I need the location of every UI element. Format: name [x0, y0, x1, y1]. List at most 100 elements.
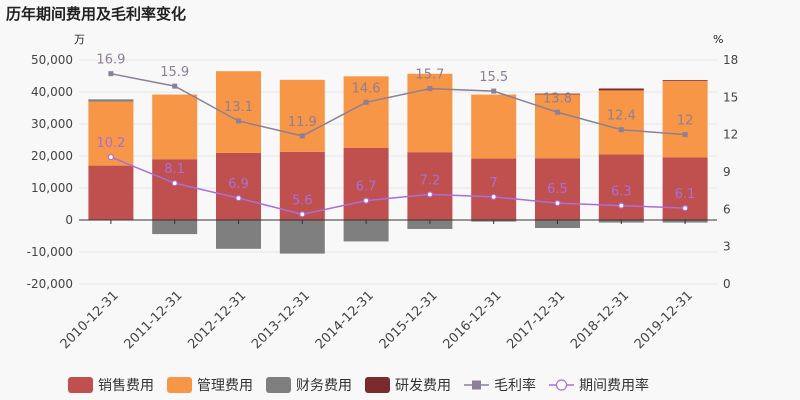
- y-left-tick-label: 20,000: [31, 149, 73, 163]
- y-right-unit: %: [713, 33, 723, 46]
- y-right-tick-label: 6: [723, 202, 731, 216]
- bar-segment: [279, 220, 325, 254]
- data-label: 13.1: [224, 100, 253, 115]
- data-label: 10.2: [96, 136, 125, 151]
- series-line: [110, 72, 686, 137]
- data-point: [171, 180, 178, 187]
- legend-label: 管理费用: [197, 378, 253, 394]
- data-point: [236, 118, 241, 124]
- bar-segment: [471, 158, 517, 220]
- data-point: [618, 127, 624, 133]
- y-left-tick-label: -10,000: [27, 245, 73, 259]
- x-tick-label: 2018-12-31: [568, 288, 632, 352]
- bar-segment: [216, 220, 261, 249]
- series-line: [110, 156, 686, 216]
- data-point: [172, 83, 178, 89]
- legend-marker: [555, 379, 568, 391]
- legend-label: 研发费用: [395, 378, 451, 394]
- bar-segment: [152, 94, 198, 160]
- data-label: 7.2: [420, 173, 441, 188]
- bar-segment: [216, 152, 261, 220]
- legend-item[interactable]: 管理费用: [167, 377, 253, 394]
- legend-swatch: [365, 377, 390, 393]
- legend-label: 毛利率: [494, 377, 536, 394]
- data-point: [108, 71, 114, 77]
- data-label: 6.7: [356, 180, 377, 195]
- data-label: 6.3: [611, 185, 632, 200]
- legend-item[interactable]: 财务费用: [266, 377, 352, 394]
- x-tick-label: 2016-12-31: [440, 288, 504, 352]
- bar-segment: [662, 80, 708, 81]
- data-point: [682, 132, 688, 138]
- bar-segment: [407, 73, 453, 153]
- data-label: 5.6: [292, 193, 313, 208]
- data-point: [363, 197, 370, 204]
- data-point: [299, 133, 305, 139]
- y-right-tick-label: 9: [723, 165, 731, 179]
- data-label: 16.9: [96, 53, 125, 68]
- data-label: 13.8: [543, 91, 572, 106]
- x-tick-label: 2011-12-31: [121, 288, 185, 352]
- y-left-unit: 万: [74, 33, 85, 46]
- bar-segment: [279, 79, 325, 152]
- bar-segment: [598, 88, 644, 91]
- data-point: [555, 109, 560, 115]
- legend-item[interactable]: 研发费用: [365, 377, 451, 394]
- y-left-tick-label: -20,000: [27, 277, 73, 291]
- bar-segment: [343, 76, 389, 148]
- y-right-tick-label: 0: [723, 277, 731, 291]
- data-label: 12.4: [607, 109, 636, 124]
- x-tick-label: 2017-12-31: [504, 288, 568, 352]
- data-point: [426, 191, 433, 198]
- chart-title: 历年期间费用及毛利率变化: [6, 5, 186, 23]
- bar-segment: [152, 159, 198, 220]
- bar-segment: [152, 220, 198, 235]
- legend-item[interactable]: 毛利率: [464, 377, 536, 394]
- x-tick-label: 2012-12-31: [185, 288, 249, 352]
- legend-swatch: [266, 377, 291, 393]
- bar-segment: [343, 220, 389, 242]
- bar-segment: [279, 151, 325, 220]
- legend-marker: [472, 380, 481, 390]
- legend-label: 销售费用: [98, 378, 154, 394]
- data-point: [618, 202, 625, 209]
- bar-segment: [598, 154, 644, 220]
- y-right-tick-label: 18: [723, 53, 738, 67]
- data-point: [427, 86, 433, 92]
- legend-swatch: [68, 377, 93, 393]
- data-point: [490, 193, 497, 200]
- data-label: 7: [490, 176, 498, 191]
- bar-segment: [407, 220, 453, 229]
- legend-item[interactable]: 期间费用率: [549, 377, 649, 394]
- y-right-tick-label: 12: [723, 128, 738, 142]
- x-tick-label: 2015-12-31: [377, 288, 441, 352]
- label-layer: 16.9 15.9 13.1 11.9 14.6 15.7 15.5 13.8 12.4 12 10…: [96, 53, 695, 209]
- data-point: [681, 204, 689, 212]
- bar-segment: [343, 148, 389, 220]
- y-left-tick-label: 30,000: [31, 117, 73, 131]
- data-point: [299, 211, 306, 218]
- data-point: [363, 99, 369, 105]
- x-tick-label: 2013-12-31: [249, 288, 313, 352]
- bar-segment: [88, 165, 134, 220]
- legend-swatch: [167, 377, 192, 393]
- legend-item[interactable]: 销售费用: [68, 377, 154, 394]
- x-tick-label: 2019-12-31: [632, 288, 696, 352]
- data-point: [107, 153, 115, 161]
- data-label: 15.5: [479, 70, 508, 85]
- legend[interactable]: 销售费用 管理费用 财务费用 研发费用 毛利率 期间费用率: [68, 377, 649, 394]
- y-left-tick-label: 50,000: [31, 53, 73, 67]
- data-label: 14.6: [352, 81, 381, 96]
- legend-label: 期间费用率: [579, 377, 649, 394]
- y-left-tick-label: 40,000: [31, 85, 73, 99]
- bar-segment: [471, 94, 517, 159]
- data-label: 12: [677, 114, 694, 129]
- x-tick-label: 2010-12-31: [58, 288, 122, 352]
- x-tick-label: 2014-12-31: [313, 288, 377, 352]
- line-layer: [107, 71, 689, 218]
- y-left-tick-label: 10,000: [31, 181, 73, 195]
- data-label: 11.9: [288, 115, 317, 130]
- data-label: 8.1: [164, 162, 185, 177]
- data-point: [491, 88, 497, 94]
- data-label: 15.9: [160, 65, 189, 80]
